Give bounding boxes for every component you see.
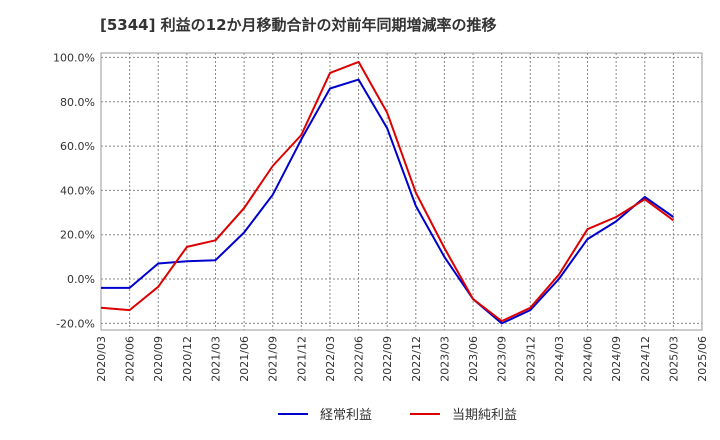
x-tick-label: 2025/03 [667,336,680,382]
x-tick-label: 2024/03 [553,336,566,382]
legend-item-junri: 当期純利益 [410,404,517,423]
x-tick-label: 2021/12 [295,336,308,382]
x-tick-label: 2020/09 [152,336,165,382]
legend-item-keijo: 経常利益 [278,404,372,423]
x-tick-label: 2025/06 [696,336,709,382]
x-tick-label: 2024/09 [610,336,623,382]
x-tick-label: 2023/09 [496,336,509,382]
y-tick-label: 60.0% [60,140,95,153]
x-tick-label: 2022/06 [353,336,366,382]
plot-area [101,53,702,330]
x-tick-label: 2024/06 [582,336,595,382]
x-tick-label: 2021/03 [209,336,222,382]
y-tick-label: 100.0% [53,51,95,64]
y-tick-label: -20.0% [56,317,95,330]
legend-swatch [278,412,308,415]
series-line-0 [101,78,674,325]
x-tick-label: 2024/12 [639,336,652,382]
x-tick-label: 2022/03 [324,336,337,382]
x-tick-label: 2022/12 [410,336,423,382]
x-tick-label: 2023/06 [467,336,480,382]
x-tick-label: 2023/03 [438,336,451,382]
y-tick-label: 80.0% [60,96,95,109]
x-tick-label: 2021/09 [267,336,280,382]
x-tick-label: 2021/06 [238,336,251,382]
y-tick-label: 0.0% [67,273,95,286]
x-tick-label: 2020/12 [181,336,194,382]
x-tick-label: 2022/09 [381,336,394,382]
y-tick-label: 20.0% [60,229,95,242]
legend-swatch [410,412,440,415]
chart-title: [5344] 利益の12か月移動合計の対前年同期増減率の推移 [100,16,497,34]
x-tick-label: 2020/06 [124,336,137,382]
y-tick-label: 40.0% [60,184,95,197]
legend: 経常利益 当期純利益 [0,404,720,428]
x-tick-label: 2023/12 [524,336,537,382]
x-tick-label: 2020/03 [95,336,108,382]
plot-frame [100,52,703,331]
series-line-1 [100,60,674,323]
legend-label: 当期純利益 [452,408,518,423]
legend-label: 経常利益 [320,408,373,423]
